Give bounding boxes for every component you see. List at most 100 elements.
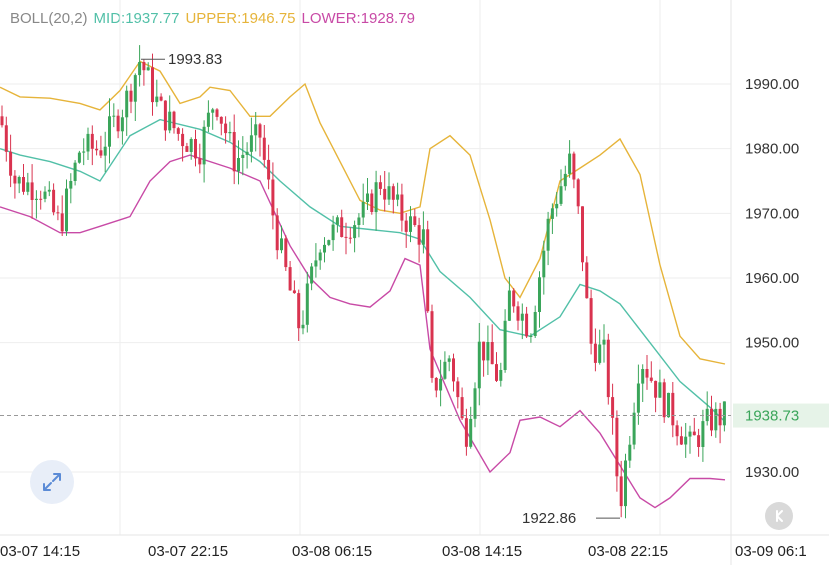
candle-body — [353, 225, 357, 239]
candle-body — [77, 152, 81, 163]
low-price-label: 1922.86 — [522, 510, 576, 527]
candle-body — [327, 240, 331, 245]
candle-body — [559, 186, 563, 204]
candle-body — [82, 151, 86, 153]
candle-body — [495, 364, 498, 381]
candle-body — [572, 153, 576, 180]
candle-body — [602, 339, 606, 345]
candle-body — [155, 96, 159, 103]
candle-body — [344, 236, 348, 238]
candle-body — [722, 401, 726, 426]
candle-body — [576, 179, 580, 207]
candle-body — [348, 237, 352, 239]
candle-body — [219, 116, 223, 124]
candle-body — [0, 116, 4, 126]
candle-body — [628, 444, 632, 461]
candle-body — [86, 133, 90, 152]
candle-body — [267, 159, 271, 180]
candle-body — [533, 312, 537, 336]
candle-body — [718, 408, 722, 426]
candle-body — [370, 193, 374, 212]
candle-body — [103, 146, 107, 156]
candle-body — [538, 277, 541, 312]
boll-upper-value: UPPER:1946.75 — [185, 10, 296, 27]
boll-lower-value: LOWER:1928.79 — [301, 10, 415, 27]
candle-body — [581, 206, 584, 263]
candle-body — [108, 116, 111, 147]
candle-body — [542, 250, 546, 278]
x-tick-label: 03-08 22:15 — [588, 543, 668, 560]
candle-body — [434, 378, 438, 391]
candle-body — [43, 191, 47, 199]
candle-body — [254, 124, 258, 136]
candle-body — [318, 252, 322, 261]
candle-body — [598, 344, 602, 363]
candle-body — [133, 75, 137, 102]
candle-body — [585, 262, 589, 299]
candle-body — [168, 111, 172, 131]
candle-body — [649, 377, 653, 381]
candle-body — [34, 198, 38, 200]
x-tick-label: 03-09 06:1 — [735, 543, 807, 560]
candle-body — [146, 67, 150, 71]
candle-body — [60, 213, 64, 232]
candle-body — [417, 225, 421, 245]
candle-body — [378, 182, 382, 189]
candle-body — [550, 208, 554, 219]
candle-body — [206, 112, 210, 127]
candle-body — [516, 306, 520, 321]
candle-body — [606, 339, 610, 398]
candle-body — [323, 244, 326, 253]
candle-body — [400, 194, 404, 221]
candle-body — [271, 179, 275, 216]
candle-body — [301, 324, 305, 329]
candle-body — [305, 283, 309, 325]
candle-body — [507, 290, 511, 321]
candle-body — [172, 111, 176, 129]
candle-body — [13, 175, 17, 184]
high-price-label: 1993.83 — [168, 51, 222, 68]
boll-mid-line — [0, 118, 726, 423]
candle-body — [56, 212, 60, 214]
expand-arrows-icon — [43, 473, 61, 491]
candle-body — [568, 153, 572, 174]
candle-body — [357, 217, 361, 225]
candle-body — [387, 186, 391, 200]
candle-body — [224, 123, 228, 134]
candle-body — [17, 177, 21, 184]
candle-body — [258, 124, 262, 138]
candle-body — [288, 267, 292, 291]
candle-body — [151, 67, 154, 103]
candle-body — [473, 388, 477, 419]
x-tick-label: 03-08 14:15 — [442, 543, 522, 560]
candle-body — [275, 215, 279, 251]
candle-body — [452, 358, 455, 382]
candle-body — [310, 266, 314, 284]
candle-body — [593, 343, 597, 363]
candle-body — [658, 382, 662, 398]
candle-body — [503, 320, 507, 370]
candle-body — [460, 397, 464, 419]
candle-body — [39, 198, 43, 200]
y-tick-label: 1970.00 — [745, 205, 799, 222]
candle-body — [99, 150, 103, 156]
scroll-back-button[interactable] — [765, 502, 793, 530]
candle-body — [710, 408, 713, 431]
expand-button[interactable] — [30, 460, 74, 504]
candle-body — [120, 117, 124, 132]
candle-body — [189, 139, 193, 152]
candle-body — [525, 313, 529, 337]
candle-body — [667, 392, 670, 418]
candle-body — [30, 182, 34, 200]
candle-body — [215, 109, 219, 117]
candle-body — [482, 341, 486, 361]
candle-body — [366, 193, 369, 202]
candle-body — [675, 425, 679, 437]
candle-body — [671, 392, 675, 426]
candle-body — [469, 418, 473, 447]
candle-body — [555, 203, 559, 209]
candle-body — [112, 115, 116, 117]
candle-body — [262, 137, 266, 160]
candle-body — [692, 431, 696, 436]
